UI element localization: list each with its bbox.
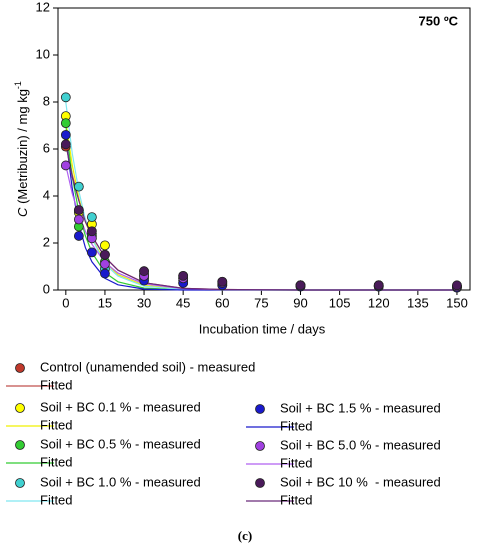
legend-fitted-label: Fitted [40,377,73,392]
y-label-text: (Metribuzin) / mg kg [15,89,30,207]
x-tick-label: 75 [254,295,268,310]
legend-marker [15,440,25,450]
legend-marker [255,478,265,488]
data-point [60,139,71,150]
x-tick-label: 105 [329,295,351,310]
legend-marker [255,404,265,414]
fitted-line [65,125,457,291]
data-point [60,92,71,103]
fitted-line [65,137,457,291]
data-point [60,160,71,171]
y-tick-label: 4 [43,187,50,202]
data-point [86,226,97,237]
data-point [373,280,384,291]
x-tick-label: 15 [98,295,112,310]
data-point [73,231,84,241]
x-tick-label: 90 [293,295,307,310]
y-label-italic: C [15,207,30,217]
fitted-line [65,141,457,291]
legend-fitted-label: Fitted [40,492,73,507]
data-point [178,270,189,281]
legend-label: Soil + BC 0.1 % - measured [40,399,201,414]
legend-marker [255,441,265,451]
legend-fitted-label: Fitted [280,455,313,470]
fitted-line [65,101,457,291]
x-tick-label: 0 [62,295,69,310]
legend-fitted-label: Fitted [280,418,313,433]
data-point [100,268,110,279]
data-point [86,212,97,223]
y-axis-label: C (Metribuzin) / mg kg-1 [13,81,30,217]
data-point [100,259,110,270]
fitted-line [65,120,457,291]
annotation: 750 ºC [419,13,459,28]
legend-label: Soil + BC 1.5 % - measured [280,400,441,415]
data-point [60,129,71,140]
legend-marker [15,403,25,413]
data-point [139,266,149,277]
x-tick-label: 45 [176,295,190,310]
legend-label: Soil + BC 1.0 % - measured [40,474,201,489]
y-tick-label: 0 [43,281,50,296]
data-point [452,280,462,291]
data-point [73,181,84,192]
caption: (c) [238,528,252,543]
fitted-line [65,165,457,291]
data-point [60,118,71,129]
legend-label: Soil + BC 10 % - measured [280,474,441,489]
data-point [73,205,84,216]
data-point [73,214,84,225]
data-point [100,240,110,251]
legend-label: Soil + BC 5.0 % - measured [280,437,441,452]
y-tick-label: 10 [36,46,50,61]
x-tick-label: 60 [215,295,229,310]
legend-label: Soil + BC 0.5 % - measured [40,436,201,451]
y-tick-label: 8 [43,93,50,108]
x-tick-label: 135 [407,295,429,310]
x-axis-label: Incubation time / days [199,321,326,336]
data-point [100,249,110,260]
y-label-sup: -1 [13,81,23,89]
data-point [217,276,228,287]
legend-marker [15,478,25,488]
fitted-line [65,144,457,291]
legend-fitted-label: Fitted [40,417,73,432]
data-point [86,247,97,258]
x-tick-label: 120 [368,295,390,310]
y-tick-label: 2 [43,234,50,249]
y-tick-label: 12 [36,0,50,14]
legend-fitted-label: Fitted [40,454,73,469]
plot-frame [57,7,471,291]
legend-fitted-label: Fitted [280,492,313,507]
x-tick-label: 30 [137,295,151,310]
y-tick-label: 6 [43,140,50,155]
data-point [295,280,306,291]
legend-label: Control (unamended soil) - measured [40,359,255,374]
legend-marker [15,363,25,373]
x-tick-label: 150 [446,295,468,310]
